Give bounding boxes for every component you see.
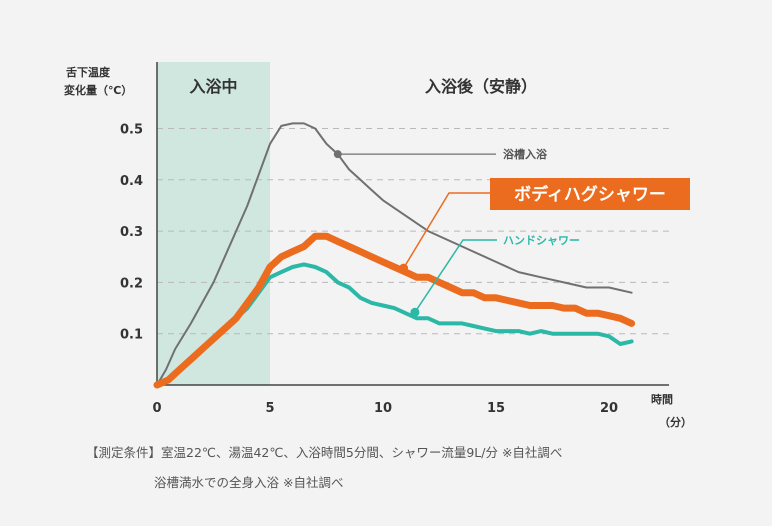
zone-layer: 入浴中 入浴後（安静） xyxy=(157,62,537,385)
series-line-0 xyxy=(156,122,633,386)
x-axis-title-line1: 時間 xyxy=(651,392,673,406)
x-axis-title-line2: （分） xyxy=(659,415,692,429)
label-box-bodyhug xyxy=(490,178,690,210)
zone-label-1: 入浴後（安静） xyxy=(425,77,537,96)
line-chart: 入浴中 入浴後（安静） 0.1 0.2 0.3 0.4 0.5 0 5 10 15 20 浴槽入浴ボ… xyxy=(64,62,692,429)
y-tick-label: 0.4 xyxy=(120,174,143,189)
zone-band-0 xyxy=(157,62,270,385)
leader-line-hand xyxy=(414,239,497,313)
text-layer: 舌下温度 変化量（℃） 時間 （分） xyxy=(64,65,692,429)
leader-line-bodyhug xyxy=(402,192,490,269)
grid-layer xyxy=(157,128,669,335)
x-tick-label: 0 xyxy=(152,401,161,416)
y-axis-title-line2: 変化量（℃） xyxy=(64,83,132,97)
axes-layer: 0.1 0.2 0.3 0.4 0.5 0 5 10 15 20 xyxy=(120,62,669,416)
y-tick-label: 0.2 xyxy=(120,276,143,291)
y-tick-label: 0.5 xyxy=(120,123,143,138)
x-tick-label: 20 xyxy=(600,401,618,416)
series-layer xyxy=(153,122,636,389)
label-hand: ハンドシャワー xyxy=(503,234,580,247)
label-bath: 浴槽入浴 xyxy=(503,147,548,161)
leader-dot-bath xyxy=(333,150,342,159)
leader-dot-bodyhug xyxy=(399,263,409,273)
x-tick-label: 10 xyxy=(374,401,392,416)
x-tick-label: 15 xyxy=(487,401,505,416)
y-axis-title-line1: 舌下温度 xyxy=(66,65,111,79)
notes-line-2: 浴槽満水での全身入浴 ※自社調べ xyxy=(154,475,344,490)
x-tick-label: 5 xyxy=(265,401,274,416)
notes-line-1: 【測定条件】室温22℃、湯温42℃、入浴時間5分間、シャワー流量9L/分 ※自社… xyxy=(86,445,563,460)
y-tick-label: 0.3 xyxy=(120,225,143,240)
y-tick-label: 0.1 xyxy=(120,328,143,343)
label-bodyhug: ボディハグシャワー xyxy=(514,184,666,205)
leader-dot-hand xyxy=(410,307,420,317)
zone-label-0: 入浴中 xyxy=(189,77,237,96)
series-line-1 xyxy=(153,232,636,389)
